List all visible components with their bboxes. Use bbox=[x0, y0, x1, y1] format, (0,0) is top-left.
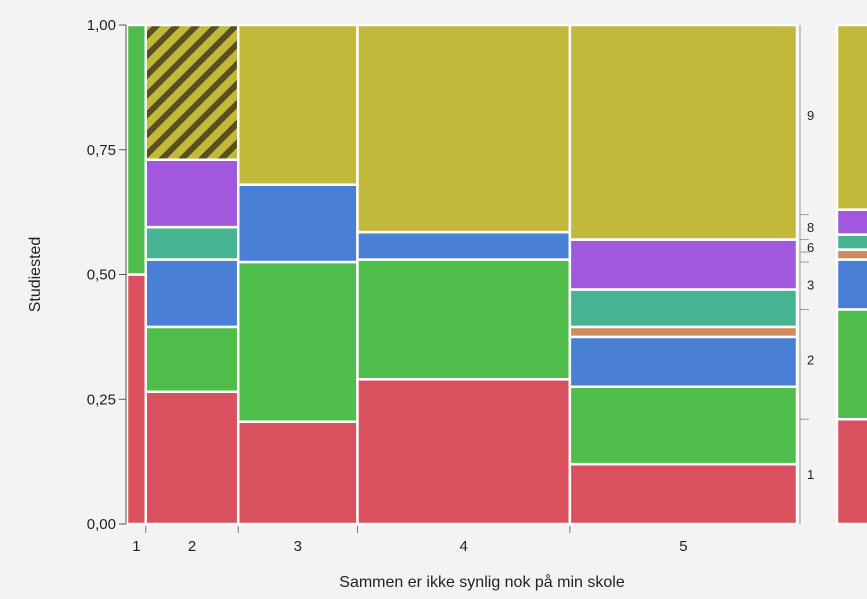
x-tick-label: 5 bbox=[679, 538, 687, 555]
overall-bar-segment bbox=[835, 308, 867, 421]
x-tick-label: 4 bbox=[460, 538, 468, 555]
mosaic-cell bbox=[144, 325, 240, 394]
x-axis-title: Sammen er ikke synlig nok på min skole bbox=[339, 573, 625, 591]
overall-bar-segment bbox=[835, 233, 867, 251]
y-tick-label: 0,25 bbox=[87, 391, 116, 408]
x-tick-label: 1 bbox=[132, 538, 140, 555]
right-axis: 1 2 3 6 8 9 bbox=[799, 25, 814, 524]
y-tick-label: 0,50 bbox=[87, 267, 116, 284]
overall-bar-segment bbox=[835, 417, 867, 526]
mosaic-cell bbox=[144, 258, 240, 329]
mosaic-cell bbox=[568, 23, 799, 241]
mosaic-cell bbox=[144, 225, 240, 261]
overall-bar-segment bbox=[835, 23, 867, 211]
overall-bar-segment bbox=[835, 258, 867, 311]
mosaic-cell bbox=[144, 158, 240, 229]
mosaic-cell bbox=[356, 258, 572, 381]
mosaic-cell bbox=[568, 288, 799, 329]
right-axis-label: 9 bbox=[807, 108, 814, 123]
mosaic-cell bbox=[356, 23, 572, 234]
y-tick-label: 0,75 bbox=[87, 142, 116, 159]
mosaic-cells bbox=[125, 23, 799, 526]
y-tick-label: 1,00 bbox=[87, 17, 116, 34]
right-axis-label: 6 bbox=[807, 240, 814, 255]
right-axis-label: 8 bbox=[807, 220, 814, 235]
x-tick-label: 2 bbox=[188, 538, 196, 555]
mosaic-cell bbox=[568, 385, 799, 466]
mosaic-cell bbox=[125, 273, 148, 526]
mosaic-cell bbox=[568, 238, 799, 291]
overall-bar bbox=[835, 23, 867, 526]
mosaic-cell bbox=[356, 230, 572, 261]
mosaic-cell bbox=[568, 462, 799, 526]
y-axis-title: Studiested bbox=[27, 237, 44, 313]
overall-bar-segment bbox=[835, 208, 867, 236]
mosaic-cell bbox=[144, 390, 240, 526]
mosaic-cell bbox=[125, 23, 148, 276]
right-axis-label: 3 bbox=[807, 277, 814, 292]
mosaic-cell bbox=[568, 325, 799, 339]
x-tick-label: 3 bbox=[294, 538, 302, 555]
y-axis: 0,00 0,25 0,50 0,75 1,00 bbox=[87, 17, 127, 533]
mosaic-cell bbox=[568, 335, 799, 389]
mosaic-cell bbox=[236, 260, 359, 423]
mosaic-cell bbox=[356, 378, 572, 526]
x-axis: 1 2 3 4 5 bbox=[132, 526, 688, 555]
right-axis-label: 1 bbox=[807, 467, 814, 482]
mosaic-cell bbox=[236, 23, 359, 186]
overall-bar-segment bbox=[835, 248, 867, 261]
mosaic-cell bbox=[236, 420, 359, 526]
y-tick-label: 0,00 bbox=[87, 516, 116, 533]
mosaic-cell bbox=[144, 23, 240, 161]
right-axis-label: 2 bbox=[807, 352, 814, 367]
mosaic-cell bbox=[236, 183, 359, 264]
